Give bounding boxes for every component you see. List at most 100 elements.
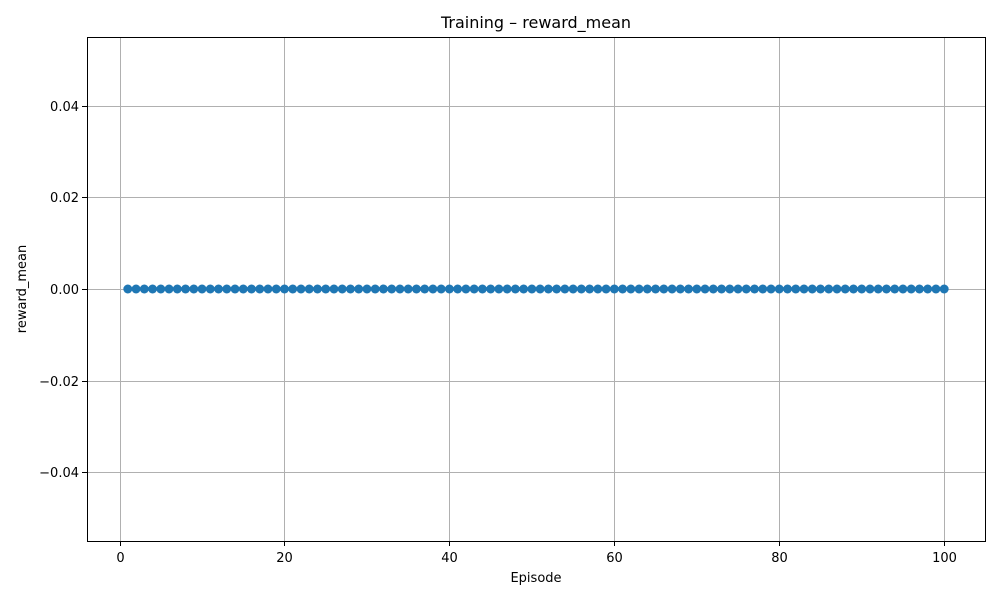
data-point <box>139 284 149 294</box>
data-point <box>527 284 537 294</box>
data-point <box>634 284 644 294</box>
data-point <box>840 284 850 294</box>
data-point <box>247 284 257 294</box>
x-tick-label: 80 <box>771 551 788 566</box>
data-point <box>741 284 751 294</box>
data-point <box>560 284 570 294</box>
data-point <box>345 284 355 294</box>
data-point <box>403 284 413 294</box>
data-point <box>651 284 661 294</box>
data-point <box>832 284 842 294</box>
data-point <box>906 284 916 294</box>
data-point <box>585 284 595 294</box>
data-point <box>667 284 677 294</box>
y-tick-label: 0.02 <box>50 191 79 206</box>
data-point <box>172 284 182 294</box>
data-point <box>642 284 652 294</box>
data-point <box>535 284 545 294</box>
chart-title: Training – reward_mean <box>440 13 631 33</box>
data-point <box>420 284 430 294</box>
data-point <box>931 284 941 294</box>
data-point <box>255 284 265 294</box>
data-point <box>312 284 322 294</box>
data-point <box>848 284 858 294</box>
data-point <box>329 284 339 294</box>
data-point <box>197 284 207 294</box>
y-tick-label: −0.02 <box>39 375 79 390</box>
x-tick-label: 100 <box>932 551 957 566</box>
data-point <box>304 284 314 294</box>
data-point <box>857 284 867 294</box>
data-point <box>321 284 331 294</box>
data-point <box>733 284 743 294</box>
data-point <box>378 284 388 294</box>
data-point <box>659 284 669 294</box>
data-point <box>881 284 891 294</box>
data-point <box>222 284 232 294</box>
data-point <box>766 284 776 294</box>
tick-layer: 0 20 40 60 80 100 −0.04 −0.02 0.00 0.02 0.04 <box>39 100 957 566</box>
data-point <box>568 284 578 294</box>
data-point <box>189 284 199 294</box>
data-point <box>609 284 619 294</box>
data-point <box>362 284 372 294</box>
data-point <box>263 284 273 294</box>
data-point <box>576 284 586 294</box>
data-point <box>337 284 347 294</box>
data-point <box>708 284 718 294</box>
data-point <box>791 284 801 294</box>
y-axis-label: reward_mean <box>15 245 30 333</box>
data-point <box>205 284 215 294</box>
data-point <box>675 284 685 294</box>
data-point <box>543 284 553 294</box>
data-point <box>502 284 512 294</box>
data-point <box>214 284 224 294</box>
data-point <box>914 284 924 294</box>
data-point <box>148 284 158 294</box>
data-point <box>519 284 529 294</box>
data-point <box>156 284 166 294</box>
y-tick-label: −0.04 <box>39 466 79 481</box>
data-point <box>750 284 760 294</box>
data-point <box>279 284 289 294</box>
data-point <box>618 284 628 294</box>
data-point <box>684 284 694 294</box>
data-point <box>774 284 784 294</box>
data-point <box>477 284 487 294</box>
data-point <box>181 284 191 294</box>
data-point <box>494 284 504 294</box>
data-point <box>898 284 908 294</box>
data-point <box>692 284 702 294</box>
data-point <box>552 284 562 294</box>
data-point <box>296 284 306 294</box>
data-point <box>288 284 298 294</box>
data-point <box>939 284 949 294</box>
data-point <box>865 284 875 294</box>
y-tick-label: 0.00 <box>50 283 79 298</box>
data-point <box>428 284 438 294</box>
data-point <box>271 284 281 294</box>
data-point <box>469 284 479 294</box>
data-point <box>510 284 520 294</box>
y-tick-label: 0.04 <box>50 100 79 115</box>
data-point <box>799 284 809 294</box>
data-point <box>717 284 727 294</box>
x-tick-label: 0 <box>116 551 124 566</box>
data-point <box>890 284 900 294</box>
data-point <box>453 284 463 294</box>
data-point <box>807 284 817 294</box>
data-point <box>164 284 174 294</box>
series-layer <box>123 284 949 294</box>
data-point <box>824 284 834 294</box>
data-point <box>486 284 496 294</box>
data-point <box>461 284 471 294</box>
data-point <box>444 284 454 294</box>
data-point <box>436 284 446 294</box>
data-point <box>411 284 421 294</box>
data-point <box>725 284 735 294</box>
data-point <box>815 284 825 294</box>
data-point <box>238 284 248 294</box>
data-point <box>758 284 768 294</box>
